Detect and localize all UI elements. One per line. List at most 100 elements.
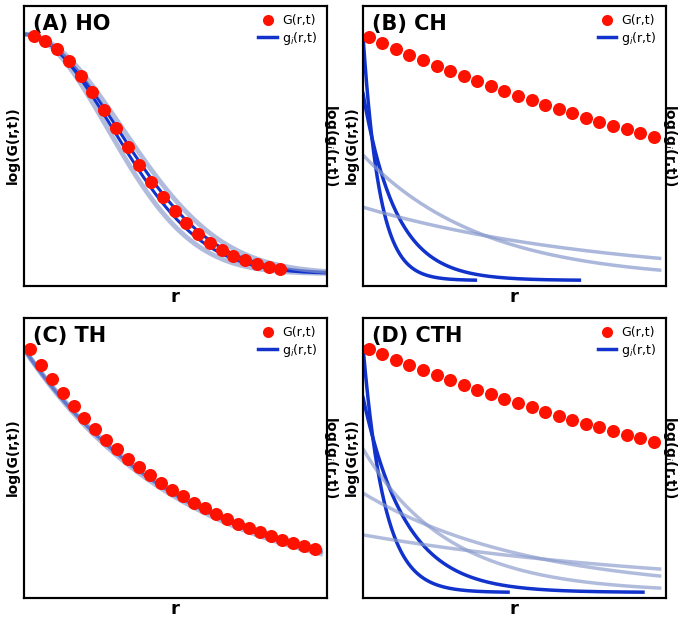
Point — [251, 259, 262, 269]
Point — [458, 71, 469, 81]
Point — [177, 492, 188, 502]
Point — [621, 124, 632, 134]
Point — [390, 44, 401, 54]
Point — [75, 71, 86, 81]
Point — [134, 160, 145, 170]
Text: (D) CTH: (D) CTH — [372, 326, 462, 346]
Point — [417, 56, 428, 66]
Point — [540, 407, 551, 417]
Point — [221, 514, 232, 524]
Point — [46, 374, 57, 384]
Point — [608, 426, 619, 436]
Point — [648, 437, 659, 447]
Point — [35, 359, 46, 369]
X-axis label: r: r — [510, 288, 519, 306]
Point — [566, 109, 577, 119]
Point — [87, 87, 98, 97]
Point — [404, 50, 415, 60]
Point — [51, 44, 62, 54]
Point — [499, 394, 510, 404]
Point — [90, 424, 101, 434]
Point — [486, 389, 497, 399]
Point — [363, 32, 374, 42]
X-axis label: r: r — [171, 288, 179, 306]
Point — [445, 375, 456, 385]
Point — [594, 117, 605, 127]
Point — [57, 388, 68, 398]
Point — [68, 401, 79, 411]
Point — [417, 365, 428, 375]
Point — [634, 433, 645, 443]
Point — [472, 76, 483, 86]
Point — [204, 238, 215, 248]
Point — [101, 434, 112, 444]
Point — [634, 128, 645, 138]
Point — [158, 192, 169, 202]
Point — [540, 100, 551, 110]
Point — [566, 414, 577, 424]
Point — [458, 380, 469, 390]
Point — [122, 142, 133, 152]
Point — [431, 370, 442, 380]
Point — [243, 523, 254, 533]
Point — [499, 86, 510, 96]
Point — [472, 384, 483, 394]
Y-axis label: log(G(r,t)): log(G(r,t)) — [5, 419, 20, 497]
X-axis label: r: r — [510, 600, 519, 618]
Point — [377, 349, 388, 359]
Point — [216, 245, 227, 255]
Point — [553, 411, 564, 421]
Point — [228, 251, 239, 261]
Point — [79, 413, 90, 423]
Point — [199, 504, 210, 514]
Point — [298, 541, 309, 551]
Y-axis label: log(G(r,t)): log(G(r,t)) — [345, 107, 358, 185]
Point — [512, 398, 523, 408]
Legend: G(r,t), g$_i$(r,t): G(r,t), g$_i$(r,t) — [595, 324, 659, 361]
Point — [431, 61, 442, 71]
Point — [263, 261, 274, 271]
Point — [254, 527, 265, 537]
Point — [390, 355, 401, 365]
X-axis label: r: r — [171, 600, 179, 618]
Point — [580, 112, 591, 122]
Legend: G(r,t), g$_i$(r,t): G(r,t), g$_i$(r,t) — [595, 12, 659, 49]
Point — [28, 31, 39, 41]
Text: (A) HO: (A) HO — [33, 14, 110, 34]
Point — [512, 91, 523, 101]
Point — [553, 104, 564, 114]
Y-axis label: log(g$_i$(r,t)): log(g$_i$(r,t)) — [662, 104, 680, 187]
Y-axis label: log(G(r,t)): log(G(r,t)) — [345, 419, 358, 497]
Legend: G(r,t), g$_i$(r,t): G(r,t), g$_i$(r,t) — [256, 324, 321, 361]
Text: (B) CH: (B) CH — [372, 14, 447, 34]
Point — [580, 419, 591, 429]
Legend: G(r,t), g$_i$(r,t): G(r,t), g$_i$(r,t) — [256, 12, 321, 49]
Text: (C) TH: (C) TH — [33, 326, 106, 346]
Point — [24, 344, 35, 354]
Point — [276, 535, 287, 545]
Point — [526, 402, 537, 412]
Y-axis label: log(g$_i$(r,t)): log(g$_i$(r,t)) — [323, 416, 340, 499]
Point — [287, 538, 298, 548]
Point — [110, 124, 121, 134]
Point — [594, 422, 605, 432]
Y-axis label: log(G(r,t)): log(G(r,t)) — [5, 107, 20, 185]
Point — [445, 66, 456, 76]
Point — [377, 38, 388, 48]
Point — [621, 430, 632, 440]
Point — [134, 462, 145, 472]
Point — [265, 531, 276, 541]
Point — [123, 454, 134, 464]
Point — [275, 264, 286, 274]
Point — [363, 344, 374, 354]
Point — [240, 255, 251, 265]
Point — [169, 206, 180, 216]
Point — [309, 544, 320, 554]
Point — [404, 360, 415, 370]
Point — [155, 478, 166, 488]
Point — [112, 444, 123, 454]
Point — [486, 81, 497, 91]
Point — [146, 177, 157, 187]
Point — [188, 497, 199, 507]
Point — [99, 105, 110, 115]
